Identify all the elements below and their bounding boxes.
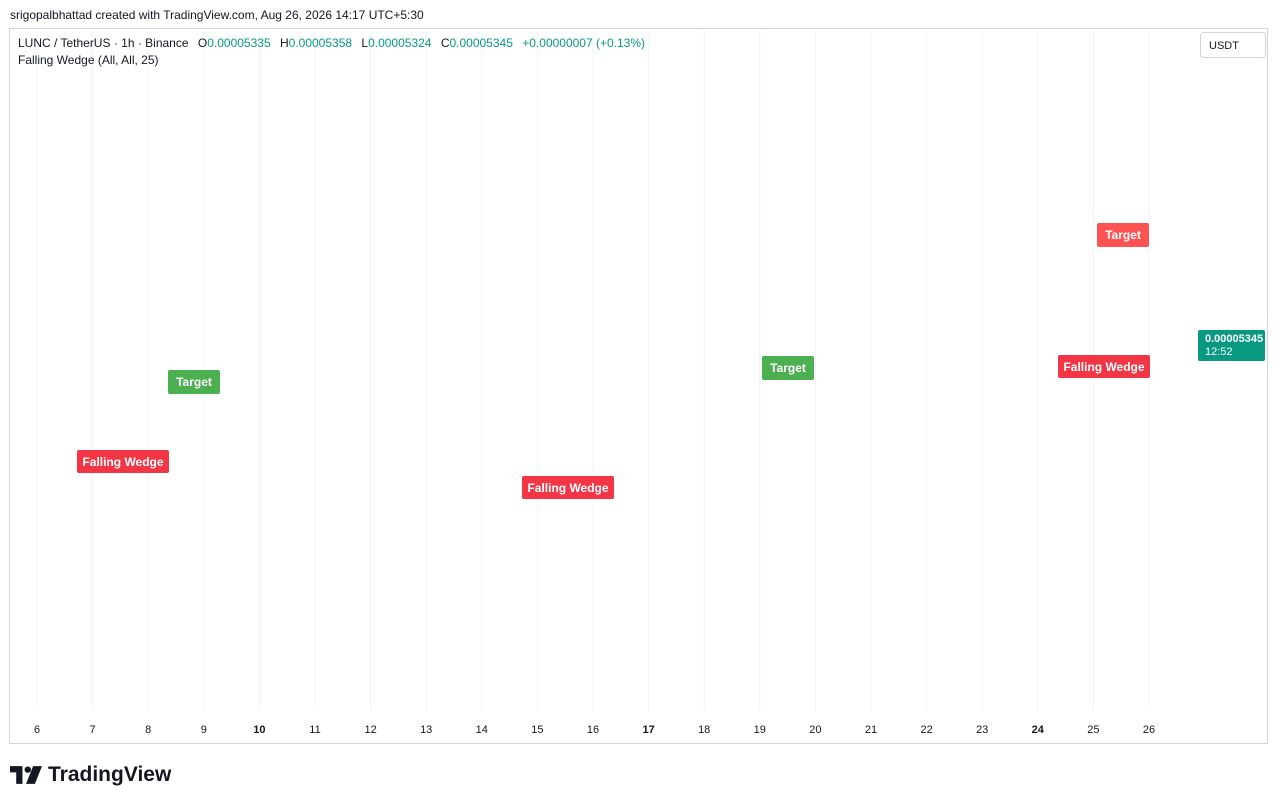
target-label-box [762, 356, 814, 380]
x-tick-label: 20 [809, 724, 821, 736]
indicator-row[interactable]: Falling Wedge (All, All, 25) [18, 53, 159, 67]
target-label: Target [770, 361, 806, 375]
x-tick-label: 23 [976, 724, 988, 736]
x-tick-label: 21 [865, 724, 877, 736]
pattern-label-box [522, 476, 614, 499]
x-tick-label: 18 [698, 724, 710, 736]
open-label: O [197, 36, 208, 50]
open-value: 0.00005335 [207, 36, 271, 50]
x-tick-label: 24 [1032, 724, 1045, 736]
x-tick-label: 16 [587, 724, 599, 736]
x-tick-label: 6 [34, 724, 40, 736]
symbol-info[interactable]: LUNC / TetherUS · 1h · Binance [18, 36, 189, 50]
pattern-label-box [1058, 355, 1150, 378]
chart-legend: LUNC / TetherUS · 1h · Binance O0.000053… [18, 35, 645, 69]
x-tick-label: 17 [642, 724, 654, 736]
x-tick-label: 13 [420, 724, 432, 736]
x-tick-label: 19 [754, 724, 766, 736]
currency-unit-button[interactable]: USDT [1200, 32, 1266, 58]
low-value: 0.00005324 [368, 36, 432, 50]
close-label: C [440, 36, 450, 50]
target-label-box [168, 370, 220, 394]
target-label: Target [1105, 228, 1141, 242]
x-tick-label: 9 [201, 724, 207, 736]
last-price-tag: 0.00005345 12:52 [1198, 330, 1265, 361]
ohlc-row: LUNC / TetherUS · 1h · Binance O0.000053… [18, 35, 645, 52]
x-tick-label: 10 [253, 724, 265, 736]
x-tick-label: 14 [476, 724, 488, 736]
chart-frame [9, 28, 1268, 744]
pattern-label: Falling Wedge [1063, 360, 1144, 374]
pattern-label-box [77, 450, 169, 473]
x-tick-label: 12 [364, 724, 376, 736]
time-axis: 6 7 8 9 10 11 12 13 14 15 16 17 18 19 20 21 22 23 24 25 26 [34, 724, 1155, 736]
x-tick-label: 11 [309, 724, 320, 736]
bar-countdown: 12:52 [1205, 346, 1233, 358]
chart-caption: srigopalbhattad created with TradingView… [10, 8, 424, 22]
x-tick-label: 8 [145, 724, 151, 736]
target-label: Target [176, 375, 212, 389]
pattern-label: Falling Wedge [527, 481, 608, 495]
high-value: 0.00005358 [288, 36, 353, 50]
low-label: L [361, 36, 369, 50]
x-tick-label: 22 [920, 724, 932, 736]
logo-text: TradingView [48, 763, 172, 786]
pattern-label: Falling Wedge [82, 455, 163, 469]
grid-lines [36, 29, 1150, 711]
last-price-value: 0.00005345 [1205, 333, 1264, 345]
x-tick-label: 26 [1143, 724, 1155, 736]
pattern-annotations: Falling Wedge Target Falling Wedge Target Fa… [77, 223, 1150, 499]
change-value: +0.00000007 (+0.13%) [522, 36, 646, 50]
high-label: H [279, 36, 289, 50]
target-label-box [1097, 223, 1149, 247]
x-tick-label: 25 [1087, 724, 1099, 736]
tradingview-logo-icon [10, 766, 42, 784]
x-tick-label: 15 [531, 724, 543, 736]
tradingview-logo[interactable]: TradingView [10, 763, 171, 787]
x-tick-label: 7 [90, 724, 96, 736]
close-value: 0.00005345 [449, 36, 513, 50]
